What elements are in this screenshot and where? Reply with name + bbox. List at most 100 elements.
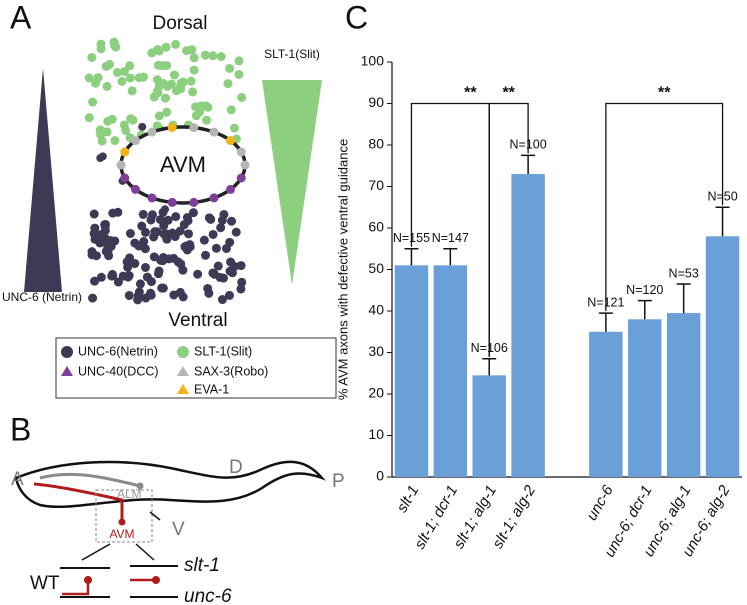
netrin-dot	[146, 277, 156, 287]
avm-soma	[118, 518, 126, 526]
y-tick-label: 20	[368, 385, 384, 401]
arrow	[135, 543, 155, 561]
slit-dot	[152, 75, 162, 85]
netrin-dot	[158, 207, 168, 217]
posterior-label: P	[332, 471, 345, 492]
mutant-label: slt-1	[184, 555, 220, 576]
netrin-dot	[138, 122, 147, 131]
netrin-dot	[169, 290, 179, 300]
slit-dot	[169, 70, 179, 80]
legend-key	[61, 366, 73, 376]
slit-dot	[161, 42, 171, 52]
netrin-dot	[101, 246, 111, 256]
ventral-pointer	[149, 511, 161, 521]
bar	[472, 375, 506, 477]
netrin-dot	[107, 269, 117, 279]
slit-dot	[234, 69, 244, 79]
significance-bracket	[605, 102, 724, 312]
netrin-dot	[193, 269, 203, 279]
receptor	[236, 147, 246, 157]
netrin-dot	[171, 212, 181, 222]
panel-label: C	[345, 0, 368, 35]
legend-label: SAX-3(Robo)	[194, 364, 268, 378]
mutant-soma	[152, 576, 160, 584]
significance-label: **	[658, 85, 671, 102]
bar	[705, 236, 740, 477]
slit-dot	[112, 67, 122, 77]
panel-c: C % AVM axons with defective ventral guid…	[335, 0, 742, 560]
x-tick-label: slt-1	[393, 482, 422, 515]
significance-label: **	[502, 85, 515, 102]
netrin-dot	[163, 215, 173, 225]
legend-label: UNC-40(DCC)	[78, 364, 159, 378]
error-bar	[521, 154, 536, 175]
alm-axon	[39, 472, 141, 488]
slit-dot	[126, 114, 136, 124]
slit-dot	[176, 84, 186, 94]
slit-dot	[162, 107, 172, 117]
panel-label: B	[10, 411, 31, 447]
significance-label: **	[464, 85, 477, 102]
y-tick-label: 30	[368, 343, 384, 359]
netrin-dot	[184, 229, 194, 239]
netrin-dot	[113, 277, 123, 287]
bar	[511, 174, 545, 478]
slit-dot	[102, 127, 112, 137]
avm-label: AVM	[109, 527, 134, 541]
slit-dot	[202, 115, 212, 125]
netrin-dot	[218, 273, 228, 283]
slit-dot	[88, 97, 98, 107]
alm-label: ALM	[117, 487, 142, 501]
netrin-dot	[176, 259, 186, 269]
slit-dot	[87, 52, 97, 62]
netrin-dot	[182, 213, 192, 223]
netrin-dot	[185, 242, 195, 252]
significance-bracket	[488, 102, 529, 357]
y-tick-label: 90	[368, 94, 384, 110]
bar	[394, 265, 429, 477]
zoom-box	[95, 489, 153, 543]
netrin-dot	[153, 269, 163, 279]
worm-outline	[14, 460, 327, 509]
netrin-dot	[134, 241, 144, 251]
slit-dot	[154, 111, 164, 121]
netrin-dot	[168, 228, 178, 238]
receptor	[116, 160, 126, 170]
slit-dot	[119, 67, 129, 77]
anterior-label: A	[11, 469, 24, 490]
wt-label: WT	[30, 573, 60, 594]
n-label: N=120	[626, 283, 663, 297]
legend-label: EVA-1	[194, 382, 229, 396]
slit-dot	[97, 136, 107, 146]
cell-label: AVM	[160, 152, 206, 177]
ventral-label: Ventral	[168, 310, 227, 331]
error-bar	[637, 299, 652, 320]
slit-dot	[103, 116, 113, 126]
netrin-dot	[124, 271, 134, 281]
netrin-dot	[217, 215, 227, 225]
netrin-dot	[140, 262, 150, 272]
slit-dot	[125, 61, 135, 71]
legend-label: SLT-1(Slit)	[194, 344, 252, 358]
n-label: N=147	[432, 231, 469, 245]
receptor	[120, 147, 130, 157]
y-tick-label: 100	[361, 53, 385, 69]
slit-dot	[119, 120, 129, 130]
netrin-dot	[122, 257, 132, 267]
panel-label: A	[10, 0, 32, 35]
receptor	[225, 136, 235, 146]
netrin-dot	[179, 220, 189, 230]
receptor	[236, 173, 246, 183]
netrin-dot	[96, 272, 106, 282]
receptor	[131, 136, 141, 146]
error-bar	[404, 248, 419, 266]
netrin-dot	[124, 290, 134, 300]
receptor	[120, 173, 130, 183]
netrin-dot	[90, 276, 100, 286]
netrin-dot	[237, 277, 247, 287]
slit-dot	[96, 44, 106, 54]
netrin-dot	[236, 261, 246, 271]
slit-dot	[223, 79, 233, 89]
panel-b: B A P D V ALM AVM WT slt-1 unc-6	[10, 411, 345, 605]
y-axis-label: % AVM axons with defective ventral guida…	[335, 139, 350, 400]
